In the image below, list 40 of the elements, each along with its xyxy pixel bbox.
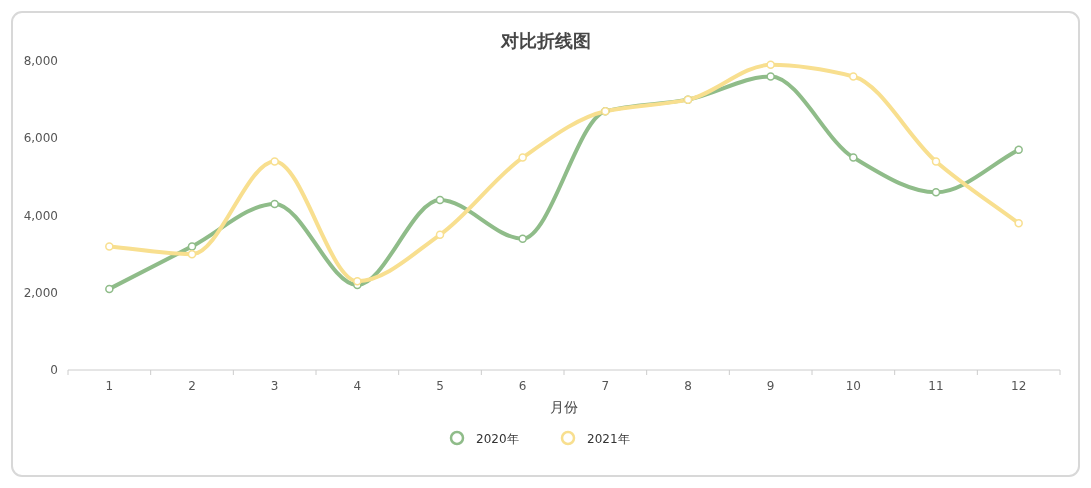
point <box>187 249 197 259</box>
point <box>518 234 527 243</box>
x-tick-label: 6 <box>518 379 527 393</box>
x-tick-label: 12 <box>1011 379 1027 393</box>
x-tick-label: 7 <box>601 379 610 393</box>
x-tick-label: 2 <box>188 379 196 393</box>
point <box>1014 218 1023 228</box>
x-tick-label: 4 <box>353 379 362 393</box>
point <box>849 72 858 81</box>
title: 对比折线图 <box>500 30 591 51</box>
point <box>353 276 362 286</box>
point <box>766 72 775 81</box>
point <box>270 157 279 166</box>
legend-label: 2021年 <box>587 432 630 446</box>
point <box>518 153 527 162</box>
point <box>105 242 114 251</box>
point <box>766 60 775 70</box>
x-tick-label: 11 <box>928 379 944 393</box>
x-tick-label: 1 <box>105 379 114 393</box>
x-axis-title: 月份 <box>550 399 578 415</box>
point <box>270 199 279 209</box>
x-tick-label: 9 <box>766 379 775 393</box>
y-tick-label: 0 <box>50 363 58 377</box>
x-tick-label: 5 <box>436 379 444 393</box>
point <box>931 157 941 166</box>
x-tick-label: 3 <box>270 379 279 393</box>
x-tick-label: 8 <box>684 379 692 393</box>
point <box>1014 145 1023 155</box>
y-tick-label: 2,000 <box>23 285 58 300</box>
y-tick-label: 4,000 <box>23 208 58 223</box>
y-tick-label: 6,000 <box>23 131 58 146</box>
y-tick-label: 8,000 <box>23 54 58 68</box>
x-tick-label: 10 <box>845 379 861 393</box>
legend-label: 2020年 <box>476 432 519 446</box>
point <box>849 153 858 162</box>
point <box>187 242 197 251</box>
point <box>931 188 941 197</box>
point <box>105 284 114 294</box>
point <box>435 230 445 240</box>
point <box>435 195 445 205</box>
